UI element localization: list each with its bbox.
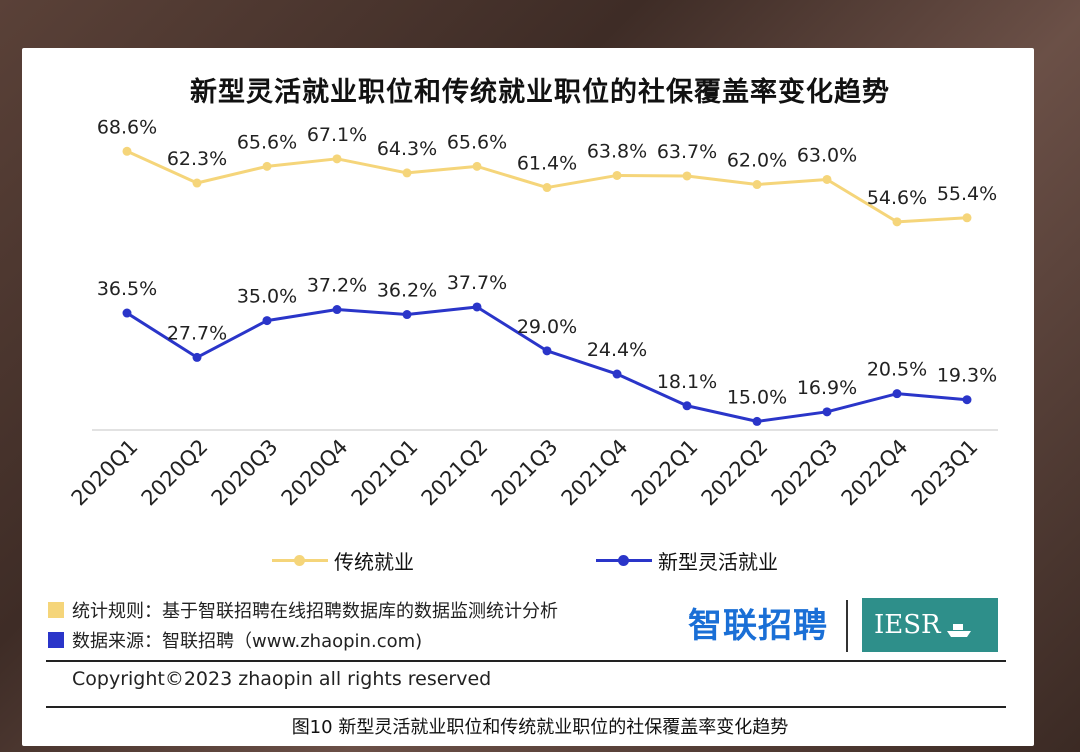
data-point-1-9 (752, 416, 762, 426)
x-tick-label-1: 2020Q2 (137, 435, 213, 511)
data-label-0-9: 62.0% (727, 150, 787, 172)
data-label-0-5: 65.6% (447, 131, 507, 153)
data-label-0-8: 63.7% (657, 141, 717, 163)
legend-item-traditional: 传统就业 (272, 545, 414, 575)
data-label-0-11: 54.6% (867, 187, 927, 209)
legend-label-flexible: 新型灵活就业 (658, 549, 778, 574)
data-point-1-11 (892, 389, 902, 399)
legend-label-traditional: 传统就业 (334, 549, 414, 574)
data-point-1-0 (122, 308, 132, 318)
data-point-0-4 (402, 168, 412, 178)
note-source: 数据来源：智联招聘（www.zhaopin.com) (48, 628, 422, 652)
data-point-0-12 (962, 213, 972, 223)
legend-swatch-traditional (272, 554, 328, 566)
x-tick-label-5: 2021Q2 (417, 435, 493, 511)
data-label-1-5: 37.7% (447, 272, 507, 294)
data-label-1-1: 27.7% (167, 322, 227, 344)
data-point-0-8 (682, 171, 692, 181)
data-label-1-3: 37.2% (307, 275, 367, 297)
x-tick-label-0: 2020Q1 (67, 435, 143, 511)
rule-marker (48, 602, 64, 618)
figure-caption: 图10 新型灵活就业职位和传统就业职位的社保覆盖率变化趋势 (291, 717, 789, 738)
iesr-logo-text: IESR (874, 610, 941, 640)
iesr-logo: IESR (862, 598, 998, 652)
divider-line-bottom (46, 706, 1006, 708)
data-label-0-10: 63.0% (797, 144, 857, 166)
data-point-1-3 (332, 305, 342, 315)
legend-swatch-flexible (596, 554, 652, 566)
data-label-0-7: 63.8% (587, 140, 647, 162)
x-tick-label-6: 2021Q3 (487, 435, 563, 511)
data-point-0-9 (752, 180, 762, 190)
data-point-1-10 (822, 407, 832, 417)
note-rule-text: 统计规则：基于智联招聘在线招聘数据库的数据监测统计分析 (72, 601, 558, 622)
data-label-1-12: 19.3% (937, 365, 997, 387)
note-source-text: 数据来源：智联招聘（www.zhaopin.com) (72, 631, 423, 652)
note-rule: 统计规则：基于智联招聘在线招聘数据库的数据监测统计分析 (48, 598, 558, 622)
data-label-0-1: 62.3% (167, 148, 227, 170)
data-point-1-7 (612, 369, 622, 379)
data-label-0-4: 64.3% (377, 138, 437, 160)
data-point-1-6 (542, 346, 552, 356)
data-point-1-4 (402, 310, 412, 320)
data-point-1-2 (262, 316, 272, 326)
data-label-1-11: 20.5% (867, 359, 927, 381)
data-point-0-7 (612, 170, 622, 180)
x-tick-label-3: 2020Q4 (277, 435, 353, 511)
data-label-1-4: 36.2% (377, 280, 437, 302)
data-point-0-0 (122, 146, 132, 156)
data-label-0-12: 55.4% (937, 183, 997, 205)
data-label-1-10: 16.9% (797, 377, 857, 399)
x-tick-label-10: 2022Q3 (767, 435, 843, 511)
data-point-0-10 (822, 174, 832, 184)
data-label-0-6: 61.4% (517, 153, 577, 175)
source-marker (48, 632, 64, 648)
zhaopin-logo: 智联招聘 (688, 606, 828, 646)
x-tick-label-7: 2021Q4 (557, 435, 633, 511)
x-tick-label-12: 2023Q1 (907, 435, 983, 511)
data-label-1-6: 29.0% (517, 316, 577, 338)
x-tick-label-8: 2022Q1 (627, 435, 703, 511)
x-tick-label-9: 2022Q2 (697, 435, 773, 511)
x-tick-label-2: 2020Q3 (207, 435, 283, 511)
data-label-1-7: 24.4% (587, 339, 647, 361)
data-point-0-2 (262, 161, 272, 171)
x-tick-label-4: 2021Q1 (347, 435, 423, 511)
data-label-1-9: 15.0% (727, 386, 787, 408)
legend-item-flexible: 新型灵活就业 (596, 545, 778, 575)
data-label-0-3: 67.1% (307, 124, 367, 146)
data-point-0-11 (892, 217, 902, 227)
divider-line (46, 660, 1006, 662)
data-point-0-3 (332, 154, 342, 164)
data-point-1-5 (472, 302, 482, 312)
data-label-1-0: 36.5% (97, 278, 157, 300)
data-label-1-8: 18.1% (657, 371, 717, 393)
chart-title: 新型灵活就业职位和传统就业职位的社保覆盖率变化趋势 (190, 77, 890, 108)
data-point-1-12 (962, 395, 972, 405)
data-label-1-2: 35.0% (237, 286, 297, 308)
data-point-1-8 (682, 401, 692, 411)
data-label-0-2: 65.6% (237, 131, 297, 153)
data-point-0-6 (542, 183, 552, 193)
data-point-1-1 (192, 352, 202, 362)
logo-divider (846, 600, 848, 652)
data-point-0-1 (192, 178, 202, 188)
data-label-0-0: 68.6% (97, 116, 157, 138)
ship-icon (946, 616, 971, 637)
data-point-0-5 (472, 161, 482, 171)
copyright-text: Copyright©2023 zhaopin all rights reserv… (72, 668, 492, 690)
x-tick-label-11: 2022Q4 (837, 435, 913, 511)
